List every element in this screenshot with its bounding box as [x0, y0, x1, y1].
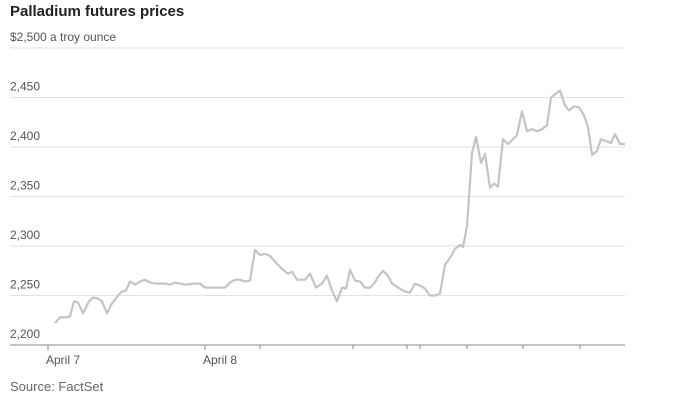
y-tick-label: 2,300	[10, 228, 40, 242]
x-tick-label: April 7	[46, 353, 80, 367]
price-line	[54, 89, 625, 324]
y-tick-label: 2,250	[10, 278, 40, 292]
y-tick-label: 2,400	[10, 129, 40, 143]
source: Source: FactSet	[10, 379, 104, 394]
y-tick-label: $2,500 a troy ounce	[10, 30, 116, 44]
y-tick-label: 2,450	[10, 80, 40, 94]
chart-title: Palladium futures prices	[10, 3, 184, 20]
y-tick-label: 2,350	[10, 179, 40, 193]
x-tick-label: April 8	[203, 353, 237, 367]
y-tick-label: 2,200	[10, 327, 40, 341]
